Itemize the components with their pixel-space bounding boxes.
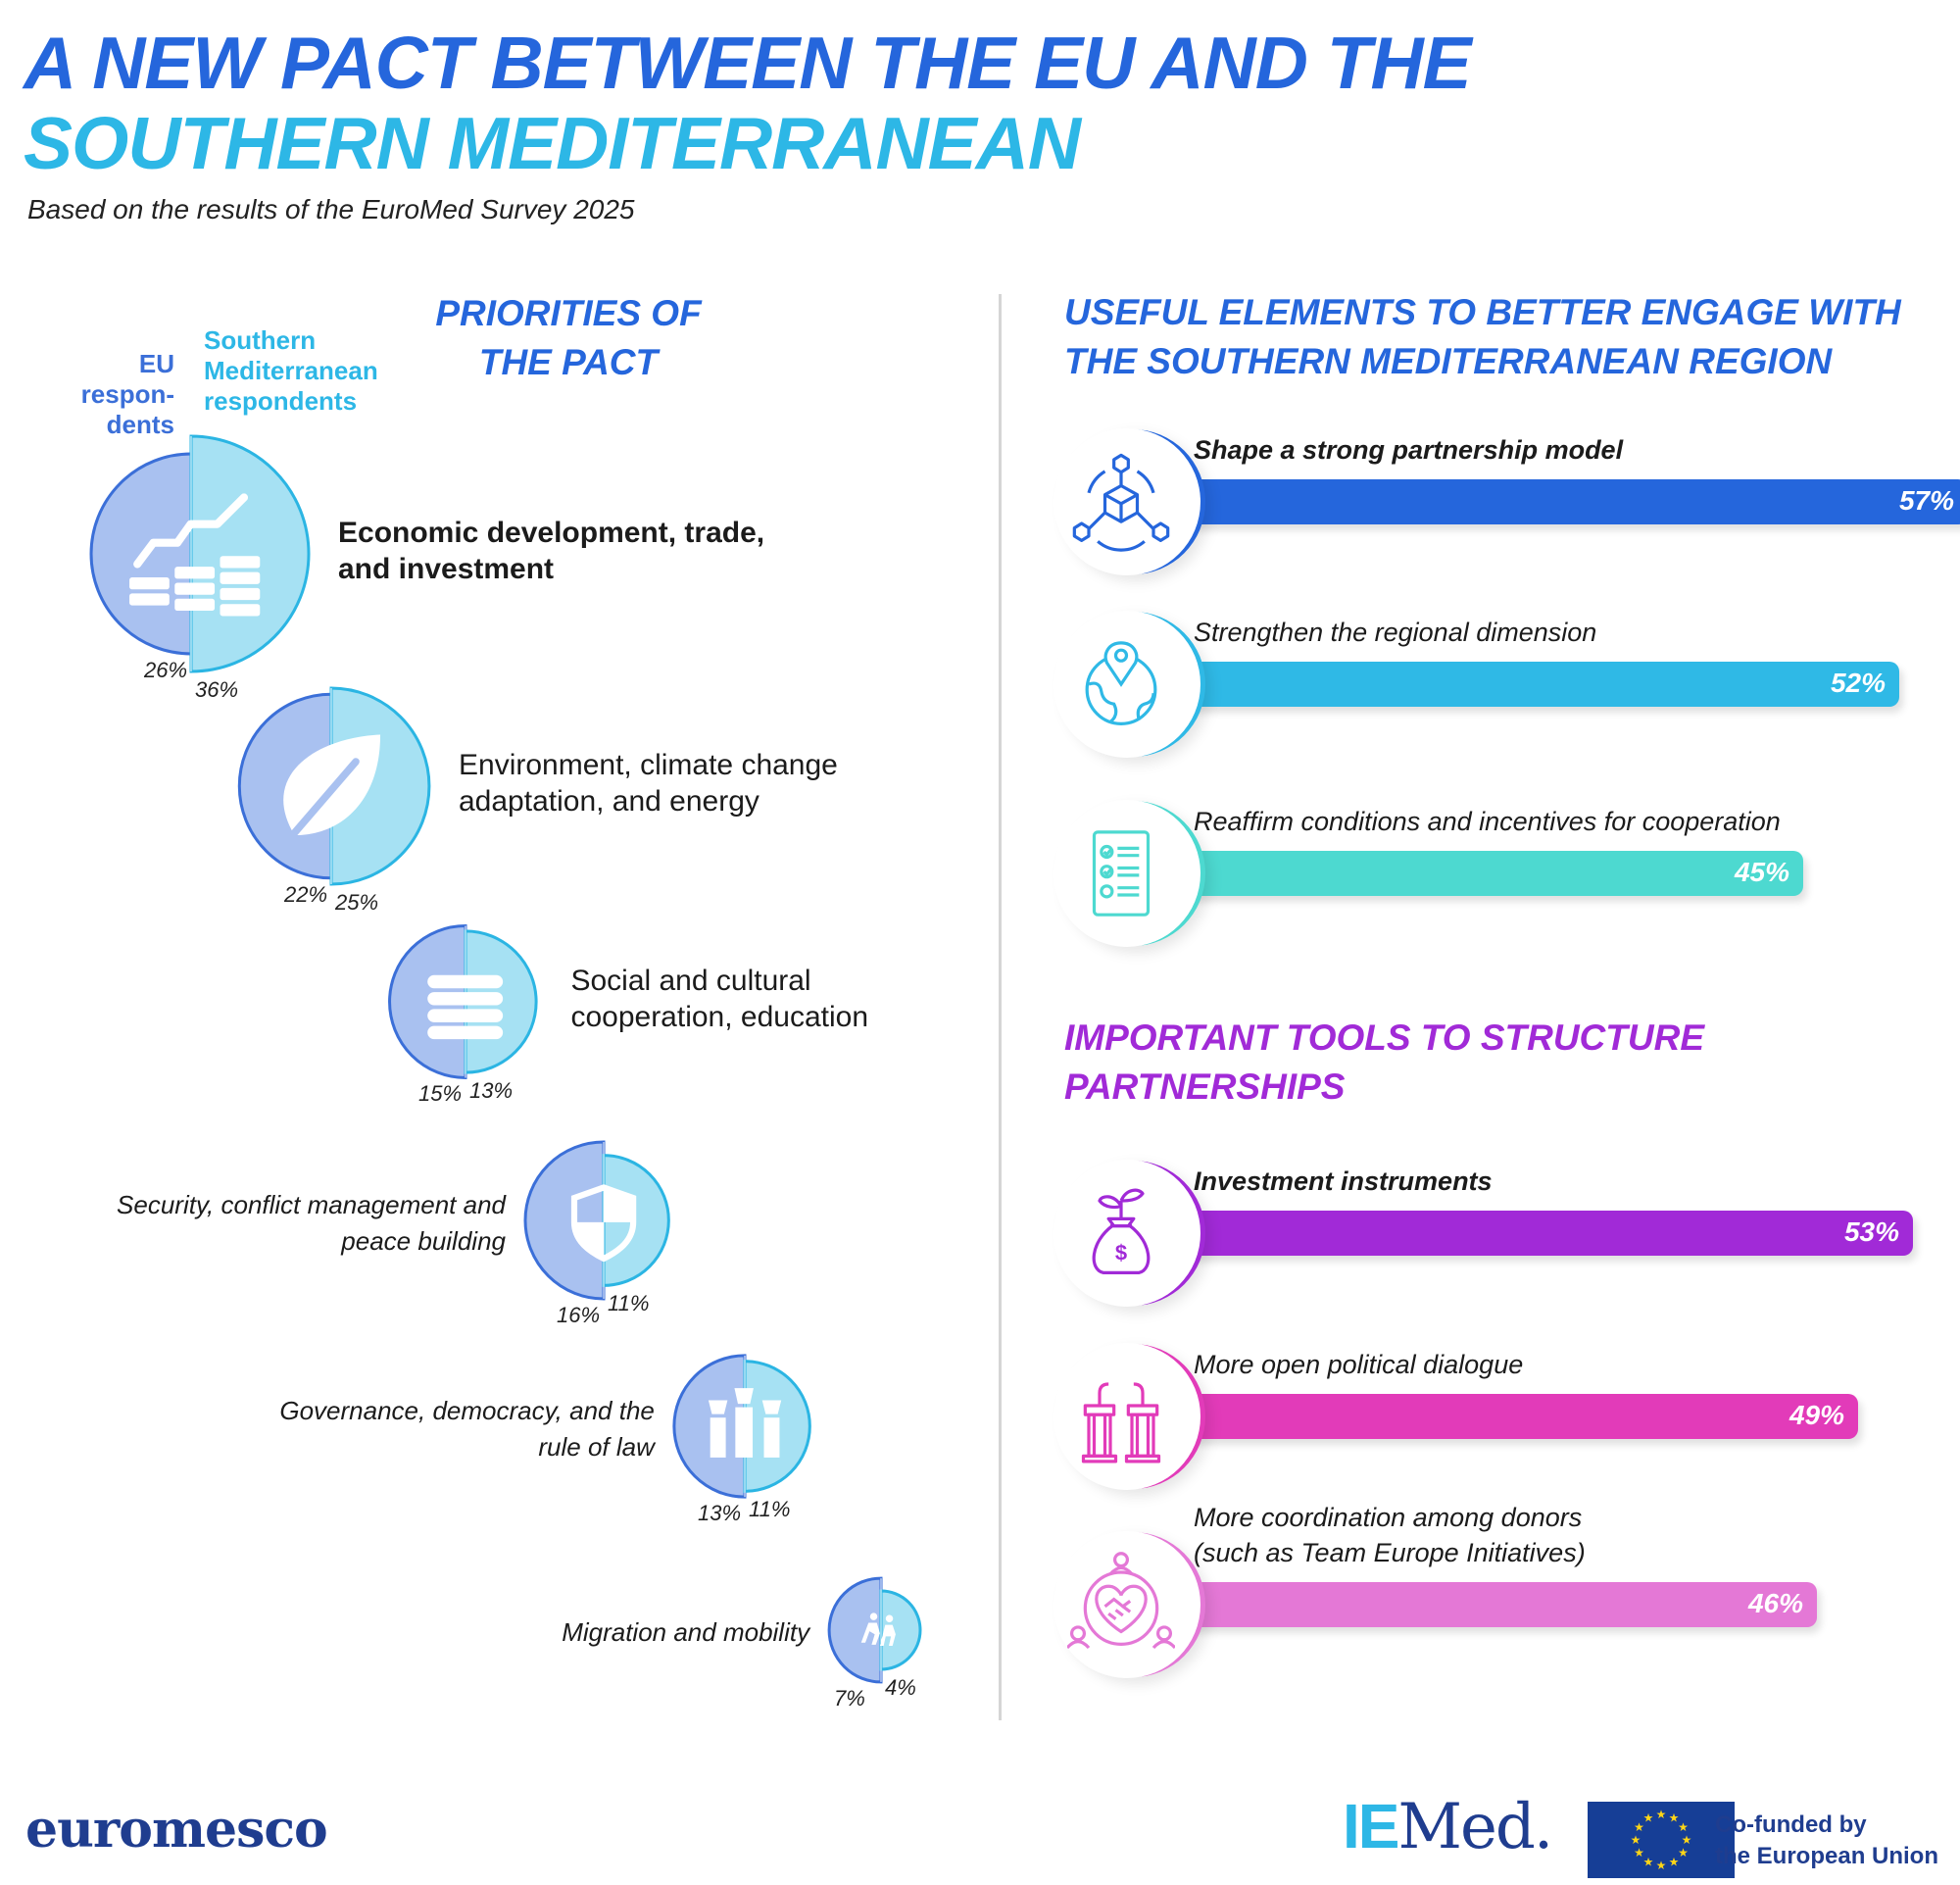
books-icon <box>409 945 521 1063</box>
eu-half-circle <box>388 924 467 1079</box>
bar-category-line: More coordination among donors <box>1194 1503 1583 1532</box>
bar-value-label: 46% <box>1747 1588 1803 1618</box>
flag-star: ★ <box>1656 1808 1667 1821</box>
flag-star: ★ <box>1643 1856 1654 1869</box>
bar: 46% <box>1186 1582 1817 1627</box>
priority-category-label: Migration and mobility <box>562 1617 810 1647</box>
eu-value-label: 7% <box>834 1685 865 1711</box>
svg-text:$: $ <box>1115 1241 1127 1265</box>
cofunded-line2: the European Union <box>1715 1843 1938 1869</box>
bar-value-label: 57% <box>1898 485 1954 516</box>
bar-category-label: Shape a strong partnership model <box>1194 432 1623 468</box>
flag-star: ★ <box>1678 1820 1689 1834</box>
bar-category-label: Investment instruments <box>1194 1164 1493 1199</box>
eu-value-label: 13% <box>698 1501 742 1526</box>
bar-value-label: 45% <box>1734 857 1789 887</box>
flag-star: ★ <box>1631 1833 1642 1847</box>
useful-title-line1: USEFUL ELEMENTS TO BETTER ENGAGE WITH <box>1064 292 1901 332</box>
euromesco-logo: euromesco <box>25 1800 328 1860</box>
bar-category-label: More coordination among donors (such as T… <box>1194 1500 1586 1570</box>
eu-half-circle <box>672 1354 747 1499</box>
cofunded-line1: Co-funded by <box>1715 1811 1867 1838</box>
priority-category-label: Social and cultural cooperation, educati… <box>570 965 869 1033</box>
bar: 45% <box>1186 851 1803 896</box>
useful-chart: Shape a strong partnership model 57% Stre… <box>1054 428 1960 947</box>
eu-value-label: 15% <box>418 1081 463 1107</box>
southern-med-value-label: 36% <box>195 677 239 702</box>
flag-star: ★ <box>1669 1811 1680 1824</box>
bar-category-label: Strengthen the regional dimension <box>1194 615 1596 650</box>
useful-title: USEFUL ELEMENTS TO BETTER ENGAGE WITH TH… <box>1064 288 1901 386</box>
tools-title-line1: IMPORTANT TOOLS TO STRUCTURE <box>1064 1017 1704 1058</box>
flag-star: ★ <box>1669 1856 1680 1869</box>
eu-value-label: 16% <box>557 1303 601 1327</box>
icon-circle <box>1054 800 1200 947</box>
priority-item <box>827 1576 922 1684</box>
southern-med-value-label: 25% <box>335 890 379 915</box>
flag-star: ★ <box>1634 1820 1644 1834</box>
bar-value-label: 52% <box>1830 668 1886 698</box>
bar-category-label: More open political dialogue <box>1194 1347 1523 1382</box>
legend-eu: EU respon- dents <box>80 349 174 439</box>
flag-star: ★ <box>1634 1846 1644 1860</box>
tools-title: IMPORTANT TOOLS TO STRUCTURE PARTNERSHIP… <box>1064 1014 1704 1112</box>
page-title-line2: SOUTHERN MEDITERRANEAN <box>24 102 1081 184</box>
bar-value-label: 49% <box>1788 1400 1844 1430</box>
flag-star: ★ <box>1656 1859 1667 1872</box>
priorities-title-line1: PRIORITIES OF <box>435 293 702 333</box>
tools-chart: Investment instruments 53% $ More open pol… <box>1054 1160 1913 1678</box>
migration-icon <box>850 1599 912 1666</box>
bar-category-line: Shape a strong partnership model <box>1194 435 1624 465</box>
flag-star: ★ <box>1678 1846 1689 1860</box>
growth-chart-icon <box>111 473 270 638</box>
icon-circle <box>1054 1531 1200 1678</box>
southern-med-value-label: 11% <box>608 1291 650 1316</box>
shield-icon <box>552 1168 656 1277</box>
bar: 53% <box>1186 1211 1913 1256</box>
eu-half-circle <box>523 1140 606 1301</box>
icon-circle <box>1054 1343 1200 1490</box>
priority-category-label: Economic development, trade, and investm… <box>338 517 765 585</box>
icon-circle <box>1054 428 1200 575</box>
priority-category-label: Governance, democracy, and the rule of l… <box>279 1396 655 1462</box>
bar: 52% <box>1186 662 1899 707</box>
eu-flag-icon: ★ ★ ★ ★ ★ ★ ★ ★ ★ ★ ★ ★ <box>1588 1802 1735 1878</box>
bar-category-line: Reaffirm conditions and incentives for c… <box>1194 807 1781 836</box>
southern-med-value-label: 4% <box>885 1675 916 1700</box>
iemed-logo: IEMed. <box>1343 1791 1553 1863</box>
page-title-line1: A NEW PACT BETWEEN THE EU AND THE <box>24 22 1472 104</box>
icon-circle: $ <box>1054 1160 1200 1307</box>
flag-star: ★ <box>1643 1811 1654 1824</box>
southern-med-value-label: 13% <box>469 1078 514 1104</box>
southern-med-half-circle <box>329 686 431 886</box>
bar-category-line: More open political dialogue <box>1194 1350 1524 1379</box>
priorities-title-line2: THE PACT <box>478 342 659 382</box>
raised-hands-icon <box>693 1374 797 1483</box>
eu-value-label: 26% <box>144 657 188 682</box>
useful-title-line2: THE SOUTHERN MEDITERRANEAN REGION <box>1064 341 1833 381</box>
bar-category-line: Strengthen the regional dimension <box>1194 618 1597 647</box>
eu-value-label: 22% <box>284 881 328 907</box>
priorities-chart: 26% 36% Economic development, trade, and i… <box>0 0 980 1764</box>
bar: 57% <box>1186 479 1960 524</box>
icon-circle <box>1054 611 1200 758</box>
southern-med-half-circle <box>879 1589 922 1671</box>
bar-category-label: Reaffirm conditions and incentives for c… <box>1194 804 1781 839</box>
tools-title-line2: PARTNERSHIPS <box>1064 1067 1346 1107</box>
section-divider <box>999 294 1002 1720</box>
bar-category-line: Investment instruments <box>1194 1166 1493 1196</box>
page-subtitle: Based on the results of the EuroMed Surv… <box>27 194 635 224</box>
legend-southern-med: Southern Mediterranean respondents <box>204 325 378 416</box>
bar-category-line: (such as Team Europe Initiatives) <box>1194 1538 1586 1567</box>
bar: 49% <box>1186 1394 1858 1439</box>
flag-star: ★ <box>1682 1833 1692 1847</box>
priority-category-label: Security, conflict management and peace … <box>117 1190 506 1256</box>
priorities-title: PRIORITIES OF THE PACT <box>421 289 715 387</box>
southern-med-value-label: 11% <box>749 1497 791 1522</box>
bar-value-label: 53% <box>1843 1216 1899 1247</box>
priority-category-label: Environment, climate change adaptation, … <box>459 749 838 818</box>
leaf-icon <box>258 713 405 865</box>
cofunded-text: Co-funded by the European Union <box>1715 1810 1938 1872</box>
eu-half-circle <box>827 1576 883 1684</box>
